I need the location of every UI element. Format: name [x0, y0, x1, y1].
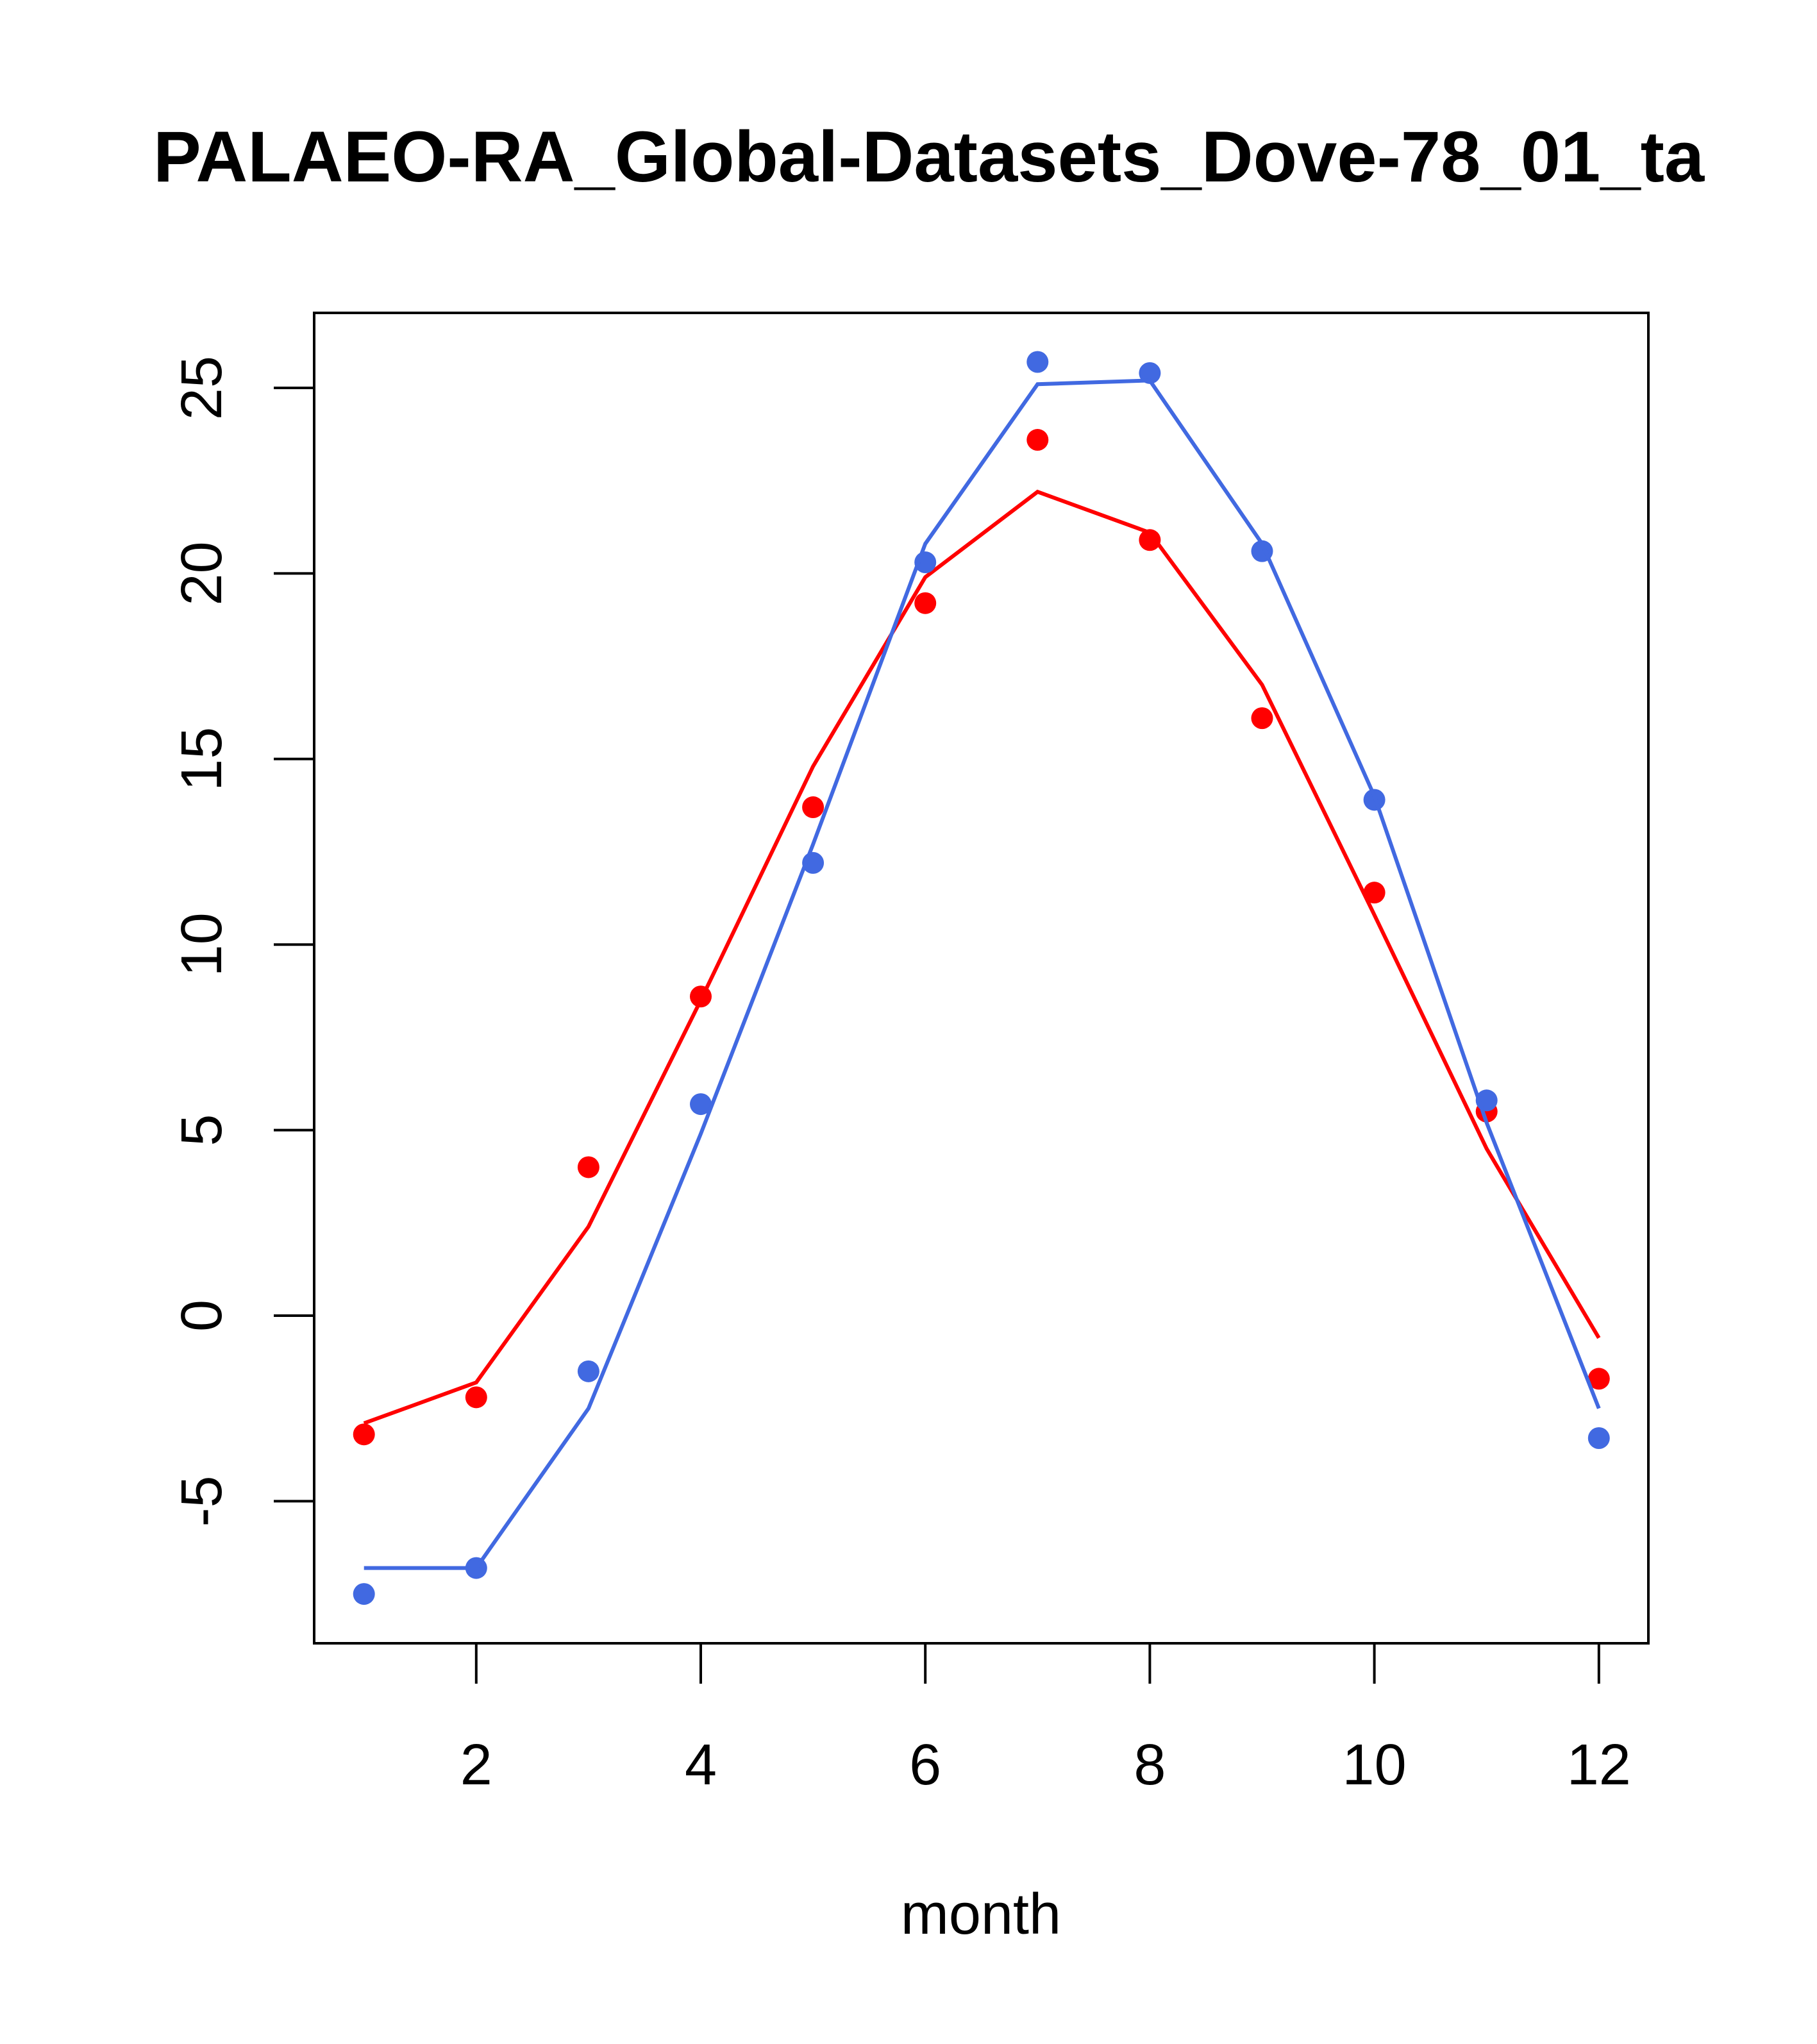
x-tick-label: 12	[1567, 1733, 1631, 1797]
x-tick-label: 8	[1134, 1733, 1166, 1797]
y-tick-label: 25	[170, 356, 234, 420]
x-axis-label: month	[901, 1882, 1061, 1947]
y-tick-label: 15	[170, 727, 234, 791]
x-tick-label: 4	[685, 1733, 717, 1797]
y-tick-label: -5	[170, 1475, 234, 1527]
series-line-3	[364, 378, 1601, 1570]
series-group	[353, 351, 1610, 1605]
data-point	[1139, 362, 1161, 384]
y-tick-label: 5	[170, 1114, 234, 1146]
data-point	[353, 1583, 375, 1605]
y-tick-label: 0	[170, 1300, 234, 1332]
plot-frame	[313, 312, 1650, 1645]
data-point	[1587, 1427, 1610, 1450]
data-point	[465, 1386, 487, 1409]
data-point	[1587, 1368, 1610, 1390]
data-point	[1026, 429, 1049, 451]
x-axis: 2 4 6 8 10 12	[460, 1643, 1631, 1797]
data-point	[914, 592, 937, 614]
y-tick-label: 10	[170, 912, 234, 976]
y-tick-label: 20	[170, 541, 234, 605]
data-point	[1139, 529, 1161, 551]
x-tick-label: 2	[460, 1733, 492, 1797]
chart-title: PALAEO-RA_Global-Datasets_Dove-78_01_ta	[153, 117, 1705, 197]
data-point	[802, 796, 825, 819]
data-point	[690, 1093, 712, 1116]
data-point	[1363, 882, 1386, 904]
data-point	[1251, 707, 1273, 730]
data-point	[1026, 351, 1049, 373]
data-point	[577, 1360, 599, 1382]
data-point	[353, 1423, 375, 1446]
x-tick-label: 10	[1343, 1733, 1407, 1797]
y-axis: -5 0 5 10 15 20 25	[170, 356, 314, 1527]
x-tick-label: 6	[909, 1733, 941, 1797]
series-line-1	[363, 489, 1601, 1425]
data-point	[577, 1156, 599, 1178]
